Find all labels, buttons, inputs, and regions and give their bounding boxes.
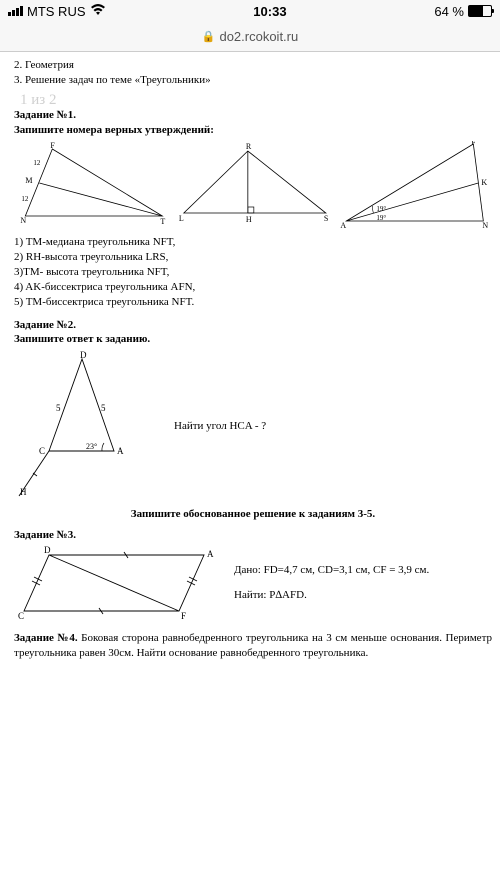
- stmt-3: 3)TM- высота треугольника NFT,: [14, 265, 492, 280]
- signal-icon: [8, 6, 23, 16]
- svg-text:H: H: [20, 487, 27, 497]
- carrier-label: MTS RUS: [27, 4, 86, 19]
- battery-pct: 64 %: [434, 4, 464, 19]
- doc-line-2: 2. Геометрия: [14, 58, 492, 73]
- task1-figures: F M N T 12 12 R L H S F K A N 19° 19°: [14, 141, 492, 231]
- stmt-2: 2) RH-высота треугольника LRS,: [14, 250, 492, 265]
- svg-text:F: F: [181, 611, 186, 621]
- svg-text:A: A: [117, 446, 124, 456]
- doc-line-3: 3. Решение задач по теме «Треугольники»: [14, 73, 492, 88]
- figure-task3: D A C F: [14, 543, 224, 623]
- task1-title: Задание №1.: [14, 108, 492, 123]
- svg-text:19°: 19°: [377, 214, 387, 222]
- status-right: 64 %: [434, 4, 492, 19]
- svg-text:A: A: [207, 549, 214, 559]
- stmt-1: 1) TM-медиана треугольника NFT,: [14, 235, 492, 250]
- svg-text:R: R: [246, 142, 252, 151]
- svg-text:S: S: [324, 214, 328, 223]
- lock-icon: 🔒: [202, 30, 216, 43]
- clock: 10:33: [253, 4, 286, 19]
- task2-instruction: Запишите ответ к заданию.: [14, 332, 492, 347]
- task3-row: D A C F Дано: FD=4,7 см, CD=3,1 см, CF =…: [14, 543, 492, 623]
- svg-text:M: M: [25, 176, 32, 185]
- svg-text:H: H: [246, 215, 252, 224]
- status-left: MTS RUS: [8, 3, 106, 19]
- task3-given: Дано: FD=4,7 см, CD=3,1 см, CF = 3,9 см.: [234, 563, 429, 578]
- task2-row: D C A H 5 5 23° Найти угол HCA - ?: [14, 351, 492, 501]
- svg-text:5: 5: [56, 403, 61, 413]
- task2-find: Найти угол HCA - ?: [174, 419, 266, 434]
- page-watermark: 1 из 2: [20, 90, 56, 110]
- stmt-5: 5) TM-биссектриса треугольника NFT.: [14, 295, 492, 310]
- svg-text:23°: 23°: [86, 442, 97, 451]
- svg-text:C: C: [39, 446, 45, 456]
- svg-text:12: 12: [33, 159, 41, 167]
- svg-text:19°: 19°: [377, 205, 387, 213]
- triangle-1: F M N T 12 12: [14, 141, 171, 226]
- svg-text:D: D: [80, 351, 87, 360]
- stmt-4: 4) AK-биссектриса треугольника AFN,: [14, 280, 492, 295]
- svg-text:F: F: [50, 141, 55, 150]
- svg-text:D: D: [44, 545, 51, 555]
- triangle-3: F K A N 19° 19°: [335, 141, 492, 231]
- svg-text:A: A: [341, 221, 347, 230]
- battery-icon: [468, 5, 492, 17]
- instr-3-5: Запишите обоснованное решение к заданиям…: [14, 507, 492, 522]
- task3-find: Найти: P∆AFD.: [234, 588, 429, 603]
- triangle-2: R L H S: [175, 141, 332, 226]
- svg-text:T: T: [160, 217, 165, 226]
- svg-text:C: C: [18, 611, 24, 621]
- wifi-icon: [90, 3, 106, 19]
- task4-title: Задание №4.: [14, 632, 78, 644]
- task4: Задание №4. Боковая сторона равнобедренн…: [14, 631, 492, 661]
- task3-text: Дано: FD=4,7 см, CD=3,1 см, CF = 3,9 см.…: [234, 563, 429, 603]
- svg-text:K: K: [482, 178, 488, 187]
- task3-title: Задание №3.: [14, 528, 492, 543]
- task4-text: Боковая сторона равнобедренного треуголь…: [14, 632, 492, 659]
- document-page: 2. Геометрия 3. Решение задач по теме «Т…: [0, 52, 500, 889]
- svg-text:L: L: [179, 214, 184, 223]
- svg-text:12: 12: [21, 195, 29, 203]
- svg-text:N: N: [20, 216, 26, 225]
- url-host: do2.rcokoit.ru: [219, 29, 298, 44]
- task1-instruction: Запишите номера верных утверждений:: [14, 123, 492, 138]
- svg-text:5: 5: [101, 403, 106, 413]
- svg-text:F: F: [472, 141, 477, 147]
- task2-title: Задание №2.: [14, 318, 492, 333]
- url-bar[interactable]: 🔒 do2.rcokoit.ru: [0, 22, 500, 52]
- svg-text:N: N: [483, 221, 489, 230]
- triangle-task2: D C A H 5 5 23°: [14, 351, 144, 501]
- status-bar: MTS RUS 10:33 64 %: [0, 0, 500, 22]
